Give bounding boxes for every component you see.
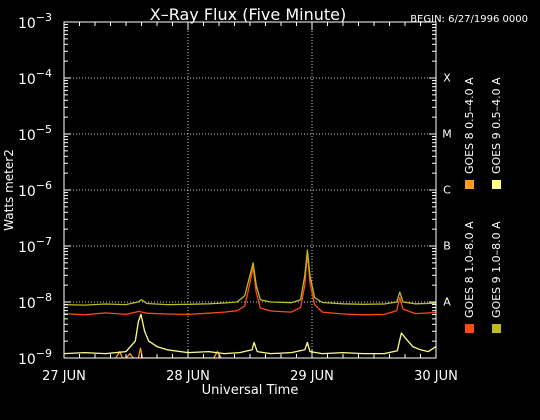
y-tick-exponent: −3 <box>36 11 52 24</box>
y-axis-ticks: 10−9 10−8 10−7 10−6 10−5 10−4 10−3 <box>18 11 436 368</box>
y-axis-label: Watts meter2 <box>2 149 16 231</box>
y-tick-exponent: −8 <box>36 291 52 304</box>
legend-swatch <box>492 324 501 333</box>
x-axis-ticks: 27 JUN 28 JUN 29 JUN 30 JUN <box>42 22 458 384</box>
legend-swatch <box>492 180 501 189</box>
x-tick-label: 30 JUN <box>414 369 458 384</box>
x-axis-label: Universal Time <box>202 383 299 398</box>
series-line <box>64 313 436 355</box>
y-tick-exponent: −4 <box>36 67 52 80</box>
y-tick-exponent: −7 <box>36 235 52 248</box>
y-tick-label: 10−8 <box>18 291 52 312</box>
x-tick-label: 29 JUN <box>290 369 334 384</box>
begin-date-label: BEGIN: 6/27/1996 0000 <box>410 14 528 25</box>
chart-title: X–Ray Flux (Five Minute) <box>150 5 346 24</box>
y-tick-label: 10−7 <box>18 235 52 256</box>
legend-label: GOES 8 0.5–4.0 A <box>463 77 476 174</box>
series-group <box>64 249 436 358</box>
y-tick-exponent: −6 <box>36 179 52 192</box>
y-tick-label: 10−5 <box>18 123 52 144</box>
y-tick-label: 10−3 <box>18 11 52 32</box>
series-line <box>115 347 222 358</box>
series-layer <box>64 249 436 358</box>
series-line <box>64 249 436 306</box>
flare-class-label: C <box>443 184 451 197</box>
flare-class-label: M <box>442 128 452 141</box>
x-tick-label: 27 JUN <box>42 369 86 384</box>
y-tick-exponent: −5 <box>36 123 52 136</box>
y-tick-label: 10−4 <box>18 67 52 88</box>
y-tick-exponent: −9 <box>36 347 52 360</box>
legend: GOES 8 1.0–8.0 A GOES 8 0.5–4.0 A GOES 9 1… <box>463 77 503 333</box>
legend-swatch <box>465 180 474 189</box>
series-line <box>64 252 436 316</box>
legend-swatch <box>465 324 474 333</box>
y-tick-label: 10−9 <box>18 347 52 368</box>
grid-lines <box>64 22 436 358</box>
flare-class-label: B <box>443 240 451 253</box>
y-tick-label: 10−6 <box>18 179 52 200</box>
legend-label: GOES 8 1.0–8.0 A <box>463 221 476 318</box>
flare-class-label: X <box>443 72 451 85</box>
flare-class-labels: X M C B A <box>442 72 452 309</box>
flare-class-label: A <box>443 296 451 309</box>
x-tick-label: 28 JUN <box>166 369 210 384</box>
legend-label: GOES 9 1.0–8.0 A <box>490 221 503 318</box>
legend-label: GOES 9 0.5–4.0 A <box>490 77 503 174</box>
